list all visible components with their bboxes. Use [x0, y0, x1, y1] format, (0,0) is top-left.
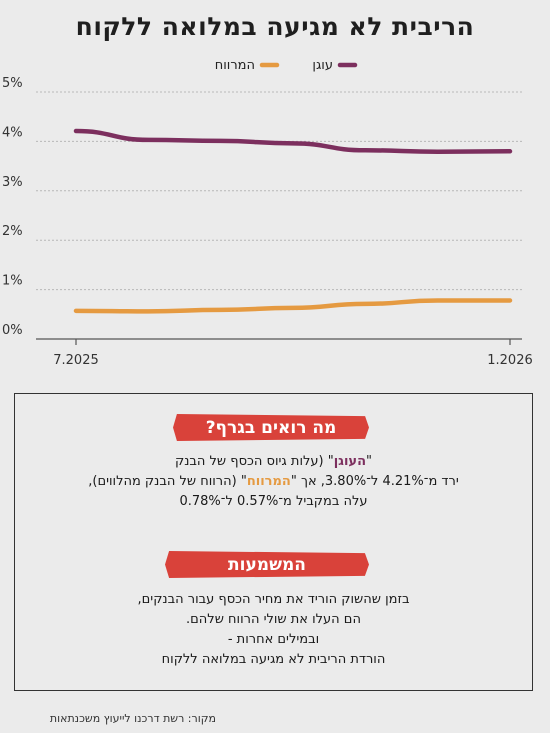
text-line: הורדת הריבית לא מגיעה במלואה ללקוח	[161, 652, 386, 667]
series-lines	[73, 128, 513, 314]
text-fragment: (עלות גיוס הכסף של הבנק	[174, 454, 328, 469]
text-line: הם העלו את שולי הרווח שלהם.	[186, 612, 361, 627]
spread-highlight: המרווח	[246, 474, 291, 489]
legend-label: עוגן	[312, 58, 333, 73]
x-tick-labels: 7.2025 1.2026	[53, 339, 533, 368]
grid-lines	[36, 91, 522, 340]
y-tick-labels: 0% 1% 2% 3% 4% 5%	[2, 76, 23, 338]
text-fragment: ירד מ־4.21% ל־3.80%, אך "	[290, 474, 459, 489]
meaning-text: בזמן שהשוק הוריד את מחיר הכסף עבור הבנקי…	[25, 590, 522, 670]
legend-label: המרווח	[215, 58, 255, 73]
source-note: מקור: רשת דרכנו לייעוץ משכנתאות	[49, 712, 216, 725]
quote-mark: "	[327, 454, 334, 469]
y-tick-label: 1%	[2, 274, 23, 289]
y-tick-label: 4%	[2, 125, 23, 140]
meaning-banner: המשמעות	[165, 551, 369, 578]
what-we-see-text: "העוגן" (עלות גיוס הכסף של הבנק ירד מ־4.…	[25, 452, 522, 512]
text-line: עלה במקביל מ־0.57% ל־0.78%	[179, 494, 368, 509]
quote-mark: "	[366, 454, 373, 469]
series-line	[73, 128, 513, 155]
y-tick-label: 0%	[2, 323, 23, 338]
text-line: ובמילים אחרות -	[227, 632, 320, 647]
y-tick-label: 5%	[2, 76, 23, 91]
y-tick-label: 2%	[2, 224, 23, 239]
x-tick-label: 1.2026	[487, 353, 533, 368]
info-box: מה רואים בגרף? "העוגן" (עלות גיוס הכסף ש…	[14, 393, 533, 691]
what-we-see-banner: מה רואים בגרף?	[173, 414, 369, 441]
line-chart: 0% 1% 2% 3% 4% 5% 7.2025 1.2026 עוגן המרווח	[2, 58, 533, 368]
text-line: בזמן שהשוק הוריד את מחיר הכסף עבור הבנקי…	[137, 592, 410, 607]
series-line	[73, 298, 513, 314]
legend: עוגן המרווח	[215, 58, 358, 73]
x-tick-label: 7.2025	[53, 353, 99, 368]
text-fragment: " (הרווח של הבנק מהלווים),	[88, 474, 247, 489]
y-tick-label: 3%	[2, 175, 23, 190]
chart-title: הריבית לא מגיעה במלואה ללקוח	[75, 12, 475, 41]
anchor-highlight: העוגן	[333, 454, 367, 469]
